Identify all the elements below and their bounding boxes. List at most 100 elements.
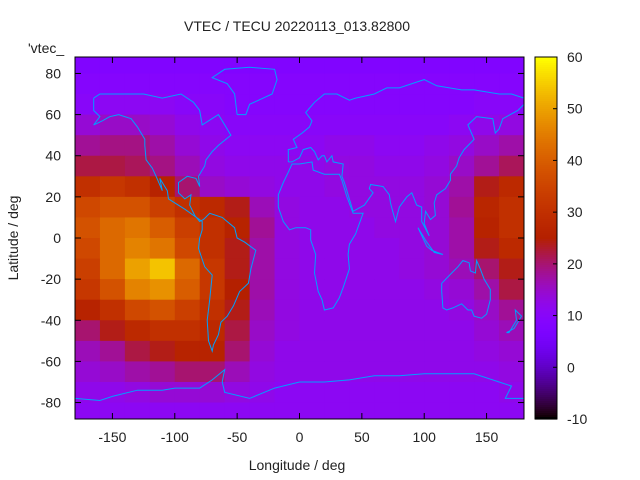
heatmap-cell (224, 402, 251, 420)
colorbar-border (534, 56, 558, 420)
heatmap-cell (199, 114, 226, 136)
heatmap-cell (424, 196, 450, 218)
y-tick-label: 0 (53, 230, 61, 246)
heatmap-cell (224, 381, 251, 404)
heatmap-cell (399, 155, 425, 177)
colorbar-segment (535, 345, 557, 348)
heatmap-cell (374, 217, 400, 239)
heatmap-cell (124, 381, 151, 404)
colorbar-segment (535, 67, 557, 70)
heatmap-cell (499, 155, 525, 177)
heatmap-cell (75, 340, 101, 362)
heatmap-cell (249, 114, 276, 136)
heatmap-cell (274, 279, 300, 301)
heatmap-cell (374, 258, 400, 280)
colorbar-segment (535, 403, 557, 406)
heatmap-cell (199, 381, 226, 404)
heatmap-cell (149, 279, 176, 301)
colorbar-ticks: 60 50 40 30 20 10 0 -10 (553, 49, 587, 427)
colorbar-segment (535, 229, 557, 232)
coastline (506, 308, 523, 334)
heatmap-cell (149, 361, 176, 383)
colorbar-segment (535, 279, 557, 282)
colorbar-segment (535, 97, 557, 100)
heatmap-cell (324, 381, 350, 404)
heatmap-cell (75, 381, 101, 404)
colorbar-segment (535, 195, 557, 198)
heatmap-cell (199, 402, 226, 420)
heatmap-cell (374, 196, 400, 218)
heatmap-cell (174, 299, 201, 321)
y-axis-label: Latitude / deg (5, 196, 21, 281)
colorbar-segment (535, 181, 557, 184)
heatmap-cell (75, 94, 101, 116)
colorbar-segment (535, 383, 557, 386)
heatmap-cell (399, 176, 425, 198)
heatmap-cell (124, 340, 151, 362)
heatmap-cell (299, 217, 325, 239)
colorbar-segment (535, 257, 557, 260)
heatmap-cell (274, 320, 300, 342)
colorbar-segment (535, 213, 557, 216)
heatmap-cell (474, 320, 500, 342)
heatmap-cell (124, 258, 151, 280)
colorbar-segment (535, 413, 557, 416)
colorbar-segment (535, 131, 557, 134)
colorbar-segment (535, 57, 557, 60)
heatmap-cell (474, 299, 500, 321)
heatmap-cell (324, 73, 350, 95)
heatmap-cell (224, 155, 251, 177)
heatmap-cell (124, 217, 151, 239)
colorbar-segment (535, 395, 557, 398)
heatmap-cell (149, 57, 176, 74)
colorbar-segment (535, 295, 557, 298)
heatmap-cell (199, 361, 226, 383)
colorbar-segment (535, 291, 557, 294)
heatmap-cell (374, 320, 400, 342)
heatmap-cell (474, 238, 500, 260)
heatmap-cell (149, 176, 176, 198)
heatmap-cell (249, 402, 276, 420)
heatmap-cell (299, 135, 325, 157)
heatmap-cell (374, 340, 400, 362)
heatmap-cell (349, 402, 375, 420)
colorbar-segment (535, 407, 557, 410)
colorbar-tick-label: 0 (567, 359, 575, 375)
colorbar-segment (535, 225, 557, 228)
coastline (277, 161, 364, 311)
colorbar-segment (535, 103, 557, 106)
heatmap-cell (249, 320, 276, 342)
y-tick-label: -20 (41, 271, 61, 287)
colorbar-segment (535, 369, 557, 372)
colorbar-segment (535, 173, 557, 176)
colorbar-segment (535, 159, 557, 162)
heatmap-cell (474, 135, 500, 157)
heatmap-cell (424, 361, 450, 383)
colorbar-segment (535, 85, 557, 88)
heatmap-cell (449, 320, 475, 342)
colorbar-segment (535, 373, 557, 376)
heatmap-cell (224, 57, 251, 74)
heatmap-cell (399, 299, 425, 321)
colorbar-segment (535, 315, 557, 318)
colorbar-segment (535, 79, 557, 82)
heatmap-cell (324, 57, 350, 74)
heatmap-cell (449, 135, 475, 157)
colorbar-segment (535, 197, 557, 200)
heatmap-cell (349, 114, 375, 136)
colorbar-segment (535, 77, 557, 80)
heatmap-cell (75, 135, 101, 157)
colorbar-segment (535, 151, 557, 154)
heatmap-cell (299, 299, 325, 321)
colorbar-segment (535, 361, 557, 364)
heatmap-cell (99, 217, 126, 239)
heatmap-cell (224, 340, 251, 362)
colorbar-segment (535, 93, 557, 96)
colorbar-segment (535, 327, 557, 330)
colorbar-segment (535, 341, 557, 344)
heatmap-cell (399, 217, 425, 239)
colorbar-segment (535, 73, 557, 76)
colorbar-segment (535, 289, 557, 292)
heatmap-cell (99, 94, 126, 116)
